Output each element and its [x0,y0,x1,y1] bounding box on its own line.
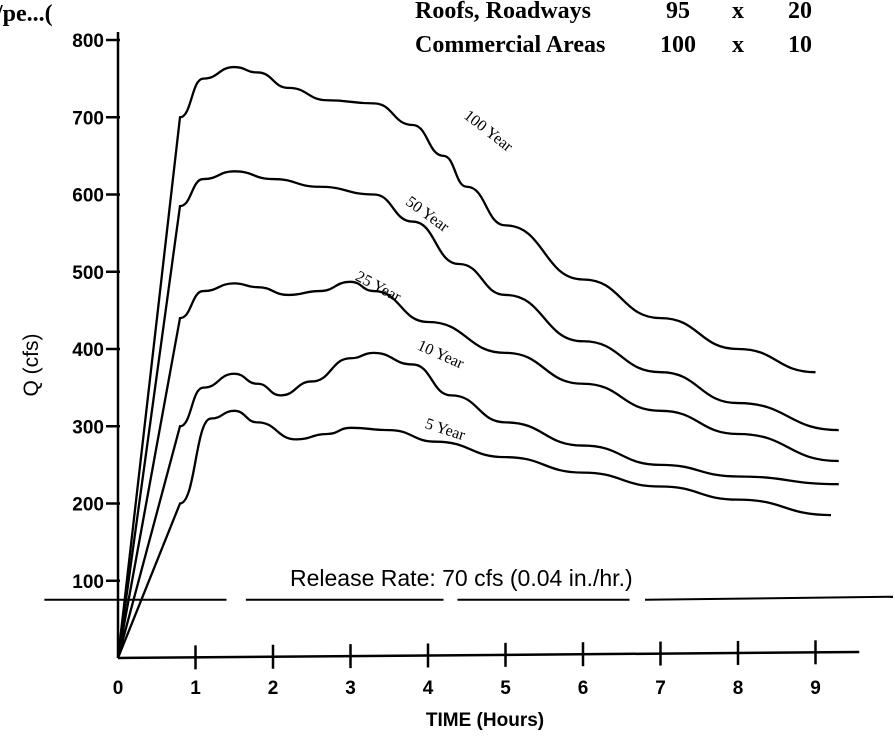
legend-row-2-a: 100 [660,32,696,58]
y-tick-label: 300 [72,417,104,438]
series-line-25-year [116,280,839,659]
y-axis-label: Q (cfs) [20,334,43,397]
x-tick-label: 1 [190,678,201,699]
x-tick-label: 5 [500,678,511,699]
y-tick-label: 800 [72,31,104,52]
x-tick-label: 8 [733,678,744,699]
top-partial-text: /pe...( [0,1,53,27]
series-line-5-year [116,409,832,659]
legend-row-1-x: x [732,0,744,24]
series-line-50-year [116,170,839,659]
x-tick-label: 7 [655,678,666,699]
ticks: 0 1 2 3 4 5 6 7 8 9 100 200 300 400 500 600 700 800 [72,31,820,699]
legend-row-1-name: Roofs, Roadways [415,0,591,24]
series-line-100-year [116,65,816,659]
series-label: 25 Year [352,268,404,306]
release-rate-line [44,595,894,601]
x-axis-label: TIME (Hours) [426,710,544,731]
y-tick-label: 500 [72,263,104,284]
legend-row-2-name: Commercial Areas [415,32,605,58]
series-label: 5 Year [423,415,468,444]
series-line-10-year [116,351,839,659]
release-rate-label: Release Rate: 70 cfs (0.04 in./hr.) [290,565,633,591]
y-tick-label: 100 [72,572,104,593]
x-axis-line [117,650,860,660]
legend-row-1-b: 20 [788,0,812,24]
x-tick-label: 6 [578,678,589,699]
legend-table: Roofs, Roadways 95 x 20 Commercial Areas… [415,0,812,58]
x-tick-label: 4 [423,678,434,699]
x-tick-label: 2 [268,678,279,699]
legend-row-2-x: x [732,32,744,58]
series-label: 100 Year [460,107,516,156]
y-tick-label: 400 [72,340,104,361]
x-tick-label: 0 [113,678,124,699]
y-tick-label: 700 [72,108,104,129]
legend-row-2-b: 10 [788,32,812,58]
x-tick-label: 9 [810,678,821,699]
legend-row-1-a: 95 [666,0,690,24]
series-layer [116,65,839,659]
axes [116,32,860,660]
y-tick-label: 200 [72,495,104,516]
release-rate-segment [644,595,894,601]
x-tick-label: 3 [345,678,356,699]
y-tick-label: 600 [72,186,104,207]
